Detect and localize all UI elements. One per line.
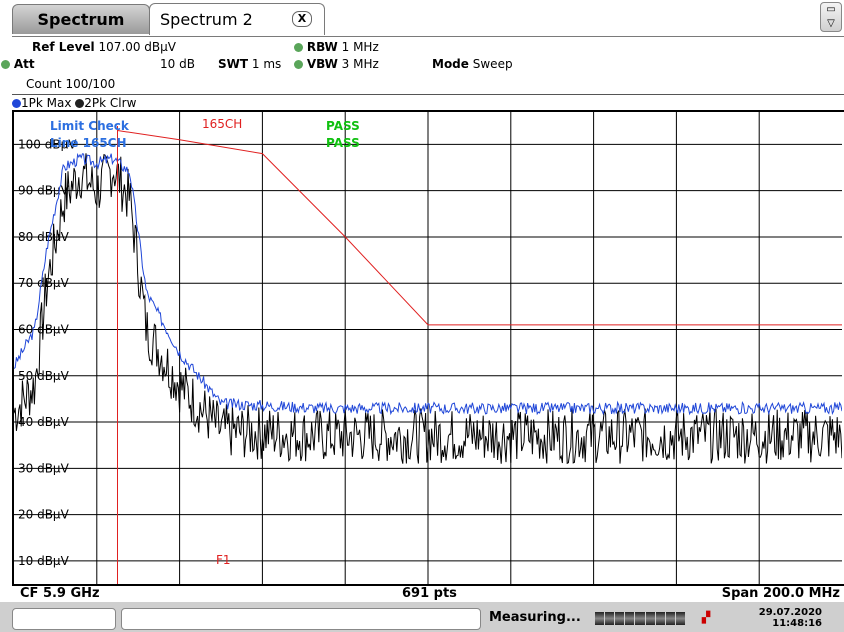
progress-bar [595,612,685,625]
trace1-label: 1Pk Max [21,96,72,110]
y-tick-label: 40 dBµV [18,415,70,429]
date-time: 29.07.2020 11:48:16 [759,607,822,629]
limit-check-label: Limit Check [50,119,130,133]
count-text: Count 100/100 [26,77,116,91]
center-frequency: CF 5.9 GHz [20,586,100,601]
date-text: 29.07.2020 [758,607,822,618]
vbw-label: VBW [306,57,338,71]
att-value: 10 dB [160,57,195,71]
limit-line-label: Line 165CH [50,136,127,150]
y-tick-label: 80 dBµV [18,230,70,244]
sweep-info-bar: CF 5.9 GHz 691 pts Span 200.0 MHz [12,584,844,604]
ref-level-info: Ref Level 107.00 dBµV [32,40,176,54]
measuring-status: Measuring... [489,610,581,625]
points-count: 691 pts [402,586,457,601]
tab-spectrum-2-label: Spectrum 2 [160,10,253,29]
marker-f1-label: F1 [216,553,231,567]
rbw-label: RBW [306,40,338,54]
remote-status-icon: ▞ [701,611,711,624]
vbw-info: VBW 3 MHz [294,57,379,71]
vbw-value: 3 MHz [341,57,379,71]
mode-value: Sweep [472,57,513,71]
time-text: 11:48:16 [772,618,822,629]
close-tab-button[interactable]: X [292,11,312,27]
trace1-color-icon [12,99,21,108]
ref-level-label: Ref Level [32,40,95,54]
toolbar-menu-icon[interactable]: ▭ ▽ [820,2,842,32]
rbw-status-icon [294,43,303,52]
limit-line-165ch [117,130,842,326]
ref-level-value: 107.00 dBµV [98,40,176,54]
vbw-status-icon [294,60,303,69]
traces [14,126,842,584]
att-status-icon [1,60,10,69]
att-label: Att [13,57,35,71]
status-field-1 [12,608,116,630]
y-tick-label: 90 dBµV [18,184,70,198]
pass-label-2: PASS [326,136,360,150]
swt-value: 1 ms [251,57,282,71]
tab-bar: Spectrum Spectrum 2 X ▭ ▽ [0,0,844,36]
trace-2pk-clrw [14,153,842,465]
y-tick-label: 50 dBµV [18,369,70,383]
grid [14,112,842,584]
trace2-color-icon [75,99,85,108]
trace-legend: 1Pk Max 2Pk Clrw [12,94,844,111]
swt-label: SWT [218,57,249,71]
tab-spectrum-label: Spectrum [37,10,125,29]
y-tick-label: 30 dBµV [18,461,70,475]
swt-info: SWT 1 ms [218,57,281,71]
rbw-info: RBW 1 MHz [294,40,379,54]
tab-spectrum-2[interactable]: Spectrum 2 X [149,3,325,35]
y-tick-label: 70 dBµV [18,276,70,290]
att-info: Att [1,57,35,71]
settings-panel: Ref Level 107.00 dBµV Att 10 dB Count 10… [1,36,844,93]
trace2-label: 2Pk Clrw [84,96,137,110]
y-tick-label: 10 dBµV [18,554,70,568]
trace-1pk-max [14,152,842,416]
tab-spectrum[interactable]: Spectrum [12,4,150,34]
mode-info: Mode Sweep [432,57,513,71]
y-tick-label: 100 dBµV [18,137,77,151]
y-tick-label: 20 dBµV [18,508,70,522]
rbw-value: 1 MHz [341,40,379,54]
mode-label: Mode [432,57,469,71]
pass-label-1: PASS [326,119,360,133]
limit-line-name: 165CH [202,117,242,131]
status-field-2 [121,608,481,630]
span-value: Span 200.0 MHz [721,586,840,601]
status-bar: Measuring... ▞ 29.07.2020 11:48:16 [0,602,844,632]
